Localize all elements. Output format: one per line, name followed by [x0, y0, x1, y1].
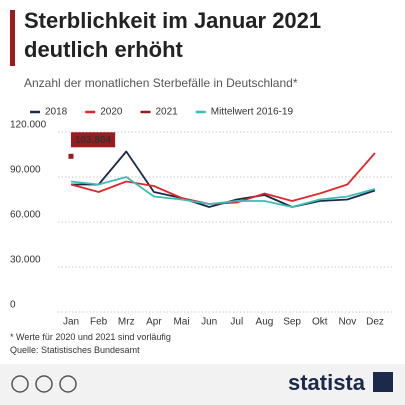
y-tick-label: 30.000 [10, 255, 41, 266]
brand: statista [287, 370, 365, 395]
point-marker [68, 153, 74, 159]
footer-band [0, 364, 405, 405]
legend-label: 2020 [100, 107, 123, 118]
x-tick-label: Jun [201, 317, 217, 328]
series-line [70, 152, 376, 205]
legend-label: Mittelwert 2016-19 [211, 107, 294, 118]
license-icons [11, 375, 77, 393]
x-tick-label: Jul [230, 317, 243, 328]
accent-bar [10, 10, 15, 66]
x-tick-label: Mrz [118, 317, 135, 328]
y-tick-label: 60.000 [10, 210, 41, 221]
value-label-box [71, 132, 116, 148]
y-tick-label: 90.000 [10, 165, 41, 176]
brand-icon [373, 372, 393, 392]
chart-subtitle: Anzahl der monatlichen Sterbefälle in De… [24, 76, 298, 90]
chart-title: Sterblichkeit im Januar 2021 deutlich er… [24, 8, 322, 62]
source: Quelle: Statistisches Bundesamt [10, 345, 140, 355]
x-tick-label: Sep [283, 317, 301, 328]
value-label: 103.804 [71, 132, 116, 148]
x-tick-label: Okt [312, 317, 328, 328]
legend-label: 2018 [45, 107, 68, 118]
x-tick-label: Nov [338, 317, 356, 328]
legend-label: 2021 [156, 107, 179, 118]
footnote: * Werte für 2020 und 2021 sind vorläufig [10, 332, 171, 342]
y-tick-label: 120.000 [10, 120, 47, 131]
x-tick-label: Apr [146, 317, 162, 328]
x-tick-label: Jan [63, 317, 79, 328]
x-tick-label: Aug [256, 317, 274, 328]
x-tick-label: Dez [366, 317, 384, 328]
x-tick-label: Feb [90, 317, 108, 328]
series-line [70, 176, 376, 208]
y-tick-label: 0 [10, 300, 16, 311]
value-label-text: 103.804 [75, 135, 112, 146]
x-tick-label: Mai [173, 317, 189, 328]
